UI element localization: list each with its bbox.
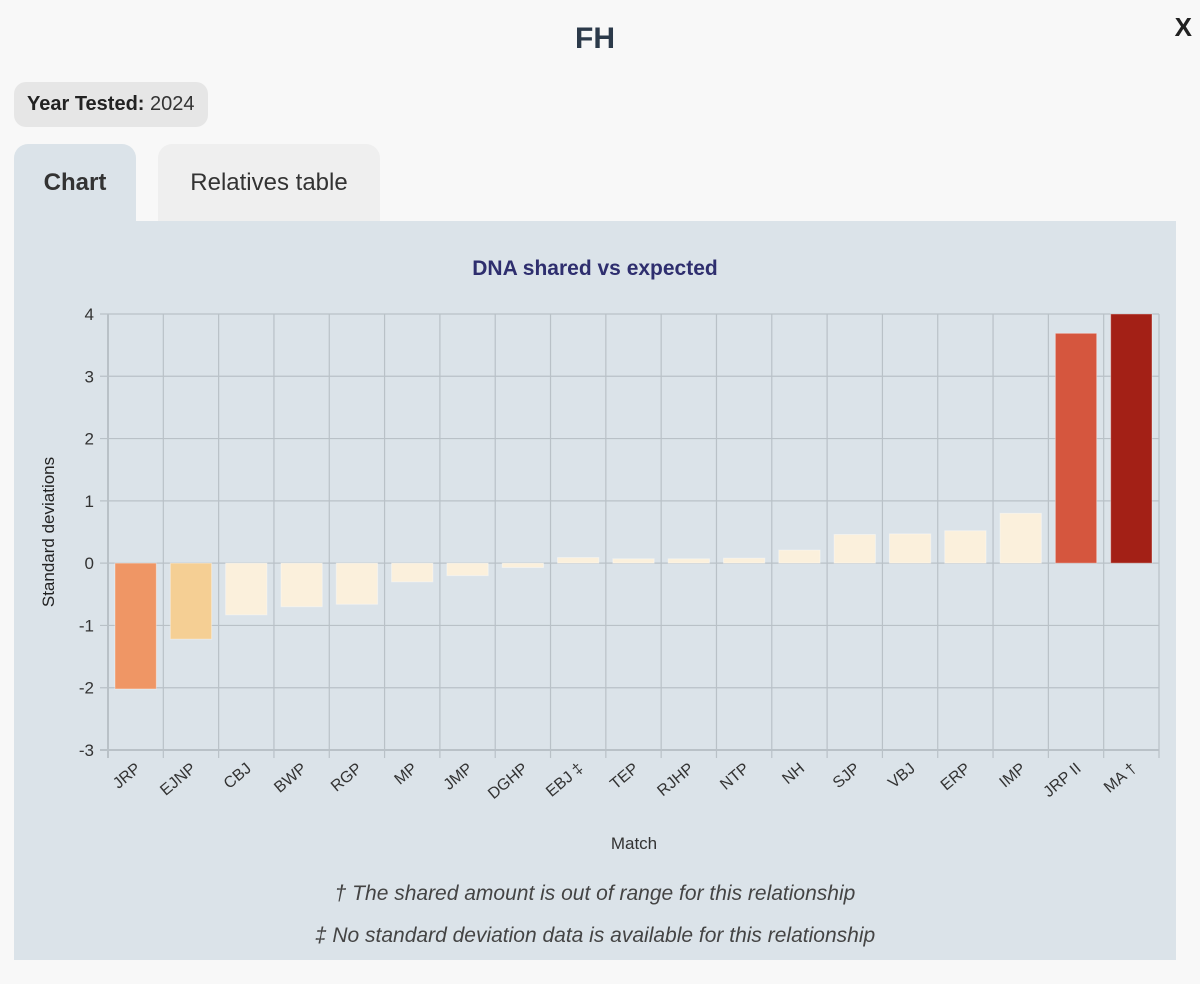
x-tick-label: EBJ ‡ bbox=[543, 760, 587, 800]
tab-relatives-table[interactable]: Relatives table bbox=[158, 144, 380, 221]
close-button[interactable]: X bbox=[1174, 12, 1192, 42]
bar-imp bbox=[999, 512, 1042, 564]
x-tick-label: TEP bbox=[607, 760, 642, 793]
y-tick-label: 3 bbox=[85, 367, 94, 386]
y-axis-label: Standard deviations bbox=[39, 457, 58, 607]
footnote-out-of-range: † The shared amount is out of range for … bbox=[334, 882, 856, 905]
bar-tep bbox=[612, 558, 655, 564]
x-tick-label: BWP bbox=[271, 760, 310, 796]
bar-rjhp bbox=[667, 558, 710, 564]
bar-dghp bbox=[501, 562, 545, 569]
y-tick-label: 2 bbox=[85, 430, 94, 449]
bar-sjp bbox=[833, 533, 876, 564]
y-tick-label: -2 bbox=[79, 679, 94, 698]
bar-jmp bbox=[446, 562, 489, 577]
x-tick-label: IMP bbox=[997, 760, 1030, 791]
x-tick-label: CBJ bbox=[221, 760, 255, 792]
x-tick-label: MA † bbox=[1101, 760, 1140, 796]
bar-nh bbox=[778, 549, 821, 564]
y-tick-label: 1 bbox=[85, 492, 94, 511]
x-tick-label: MP bbox=[391, 760, 420, 788]
x-tick-label: JRP bbox=[110, 760, 144, 792]
bar-rgp bbox=[335, 562, 379, 605]
footnote-no-sd-data: ‡ No standard deviation data is availabl… bbox=[314, 924, 876, 947]
x-tick-label: VBJ bbox=[885, 760, 918, 792]
y-tick-label: 4 bbox=[85, 305, 94, 324]
bar-ejnp bbox=[169, 562, 213, 640]
y-tick-label: 0 bbox=[85, 554, 94, 573]
y-tick-label: -3 bbox=[79, 741, 94, 760]
x-tick-label: DGHP bbox=[485, 760, 531, 803]
x-axis-label: Match bbox=[611, 834, 657, 853]
bar-ma bbox=[1110, 313, 1153, 564]
bar-bwp bbox=[280, 562, 323, 608]
y-tick-label: -1 bbox=[79, 616, 94, 635]
bar-ebj bbox=[557, 557, 600, 564]
bar-mp bbox=[391, 562, 434, 583]
x-tick-label: RGP bbox=[328, 760, 365, 795]
bar-vbj bbox=[888, 533, 932, 564]
year-tested-value: 2024 bbox=[150, 93, 195, 115]
x-tick-label: JMP bbox=[441, 760, 476, 794]
bar-jrp-ii bbox=[1054, 332, 1098, 564]
x-tick-label: NH bbox=[779, 760, 808, 788]
bar-ntp bbox=[722, 557, 766, 564]
x-tick-label: EJNP bbox=[157, 760, 199, 799]
page-title: FH bbox=[575, 22, 615, 55]
bar-jrp bbox=[114, 562, 157, 690]
bar-cbj bbox=[225, 562, 268, 616]
x-tick-label: JRP II bbox=[1041, 760, 1085, 801]
x-tick-label: RJHP bbox=[654, 760, 697, 800]
x-tick-label: ERP bbox=[938, 760, 974, 794]
x-tick-label: NTP bbox=[717, 760, 752, 794]
year-tested-badge: Year Tested: 2024 bbox=[14, 82, 208, 127]
tab-chart[interactable]: Chart bbox=[14, 144, 136, 221]
x-tick-label: SJP bbox=[830, 760, 863, 792]
chart-title: DNA shared vs expected bbox=[472, 257, 718, 280]
year-tested-label: Year Tested: bbox=[27, 93, 145, 115]
bar-erp bbox=[944, 530, 987, 564]
